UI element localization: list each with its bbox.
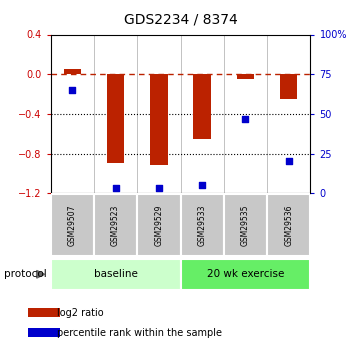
Text: protocol: protocol bbox=[4, 269, 46, 279]
Point bbox=[113, 186, 118, 191]
Bar bbox=[137, 195, 180, 256]
Text: GSM29535: GSM29535 bbox=[241, 204, 250, 246]
Bar bbox=[107, 74, 124, 164]
Point bbox=[156, 186, 162, 191]
Text: GDS2234 / 8374: GDS2234 / 8374 bbox=[123, 12, 238, 26]
Point bbox=[69, 87, 75, 93]
Bar bbox=[28, 308, 60, 317]
Text: GSM29523: GSM29523 bbox=[111, 205, 120, 246]
Bar bbox=[267, 195, 310, 256]
Point bbox=[199, 183, 205, 188]
Bar bbox=[64, 69, 81, 74]
Text: GSM29507: GSM29507 bbox=[68, 204, 77, 246]
Bar bbox=[150, 74, 168, 166]
Bar bbox=[224, 195, 267, 256]
Bar bbox=[180, 195, 224, 256]
Text: percentile rank within the sample: percentile rank within the sample bbox=[57, 328, 222, 338]
Bar bbox=[51, 195, 94, 256]
Point bbox=[286, 159, 292, 164]
Text: GSM29529: GSM29529 bbox=[155, 205, 163, 246]
Bar bbox=[237, 74, 254, 79]
Bar bbox=[94, 195, 137, 256]
Bar bbox=[280, 74, 297, 99]
Text: 20 wk exercise: 20 wk exercise bbox=[207, 269, 284, 279]
Point bbox=[243, 116, 248, 121]
Bar bbox=[193, 74, 211, 139]
Bar bbox=[180, 259, 310, 290]
Text: log2 ratio: log2 ratio bbox=[57, 308, 104, 318]
Text: GSM29533: GSM29533 bbox=[198, 204, 206, 246]
Bar bbox=[28, 328, 60, 337]
Text: GSM29536: GSM29536 bbox=[284, 204, 293, 246]
Bar bbox=[51, 259, 180, 290]
Text: baseline: baseline bbox=[93, 269, 138, 279]
